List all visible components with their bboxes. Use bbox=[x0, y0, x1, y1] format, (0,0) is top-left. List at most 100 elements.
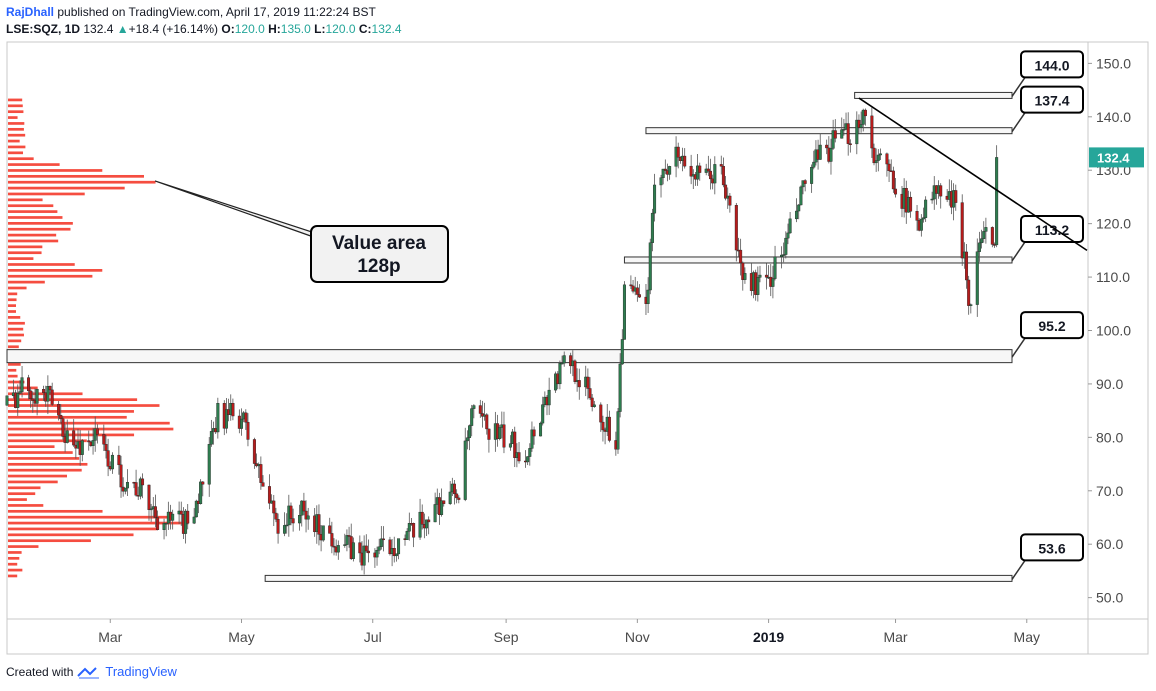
x-tick-label: Mar bbox=[98, 629, 122, 645]
publish-line: RajDhall published on TradingView.com, A… bbox=[6, 4, 402, 21]
candle-up bbox=[799, 186, 803, 206]
open-label: O: bbox=[221, 22, 235, 36]
candle-up bbox=[668, 166, 672, 175]
candle-up bbox=[930, 198, 934, 201]
y-tick-label: 110.0 bbox=[1096, 269, 1130, 285]
ohlc-line: LSE:SQZ, 1D 132.4 ▲+18.4 (+16.14%) O:120… bbox=[6, 21, 402, 38]
candle-down bbox=[887, 163, 891, 172]
level-callout-box bbox=[1020, 85, 1084, 114]
candle-down bbox=[119, 464, 123, 488]
level-callout-box bbox=[1020, 214, 1084, 243]
volume-profile-bar bbox=[8, 139, 20, 143]
candle-down bbox=[870, 115, 874, 149]
candle-up bbox=[216, 403, 220, 433]
volume-profile-bar bbox=[8, 216, 63, 219]
volume-profile-bar bbox=[8, 421, 170, 425]
candle-down bbox=[939, 185, 943, 197]
callout-pointer bbox=[1011, 112, 1026, 133]
candle-up bbox=[336, 545, 340, 553]
candle-down bbox=[689, 165, 693, 177]
volume-profile-bar bbox=[8, 274, 93, 278]
volume-profile-bar bbox=[8, 127, 24, 131]
x-tick-label: Mar bbox=[883, 629, 907, 645]
level-callout-box bbox=[1020, 533, 1084, 562]
candle-down bbox=[683, 155, 687, 167]
candle-down bbox=[990, 227, 994, 245]
created-with-label: Created with bbox=[6, 664, 74, 679]
candle-up bbox=[433, 504, 437, 523]
volume-profile-bar bbox=[8, 327, 24, 331]
volume-profile-bar bbox=[8, 151, 24, 155]
candle-up bbox=[199, 481, 203, 505]
volume-profile-bar bbox=[8, 551, 22, 554]
candle-down bbox=[153, 506, 157, 518]
tradingview-brand[interactable]: TradingView bbox=[105, 664, 177, 679]
last-price-badge bbox=[1089, 147, 1144, 168]
candle-up bbox=[622, 284, 626, 340]
candle-up bbox=[343, 544, 347, 546]
volume-profile-bar bbox=[8, 316, 21, 319]
candle-down bbox=[201, 481, 205, 485]
volume-profile-bar bbox=[8, 410, 134, 413]
volume-profile-bar bbox=[8, 492, 36, 496]
candle-down bbox=[442, 500, 446, 504]
value-area-callout-box bbox=[310, 225, 449, 283]
candle-up bbox=[472, 405, 476, 409]
candle-down bbox=[532, 429, 536, 437]
candle-down bbox=[728, 195, 732, 206]
volume-profile-bar bbox=[8, 462, 88, 466]
candle-up bbox=[541, 404, 545, 424]
candle-up bbox=[982, 231, 986, 239]
volume-profile-bar bbox=[8, 427, 174, 431]
candle-up bbox=[756, 277, 760, 295]
volume-profile-bar bbox=[8, 104, 23, 108]
candle-up bbox=[448, 491, 452, 504]
level-callout-label: 144.0 bbox=[1034, 57, 1069, 73]
volume-profile-bar bbox=[8, 474, 68, 478]
volume-profile-bar bbox=[8, 333, 24, 337]
candle-up bbox=[321, 525, 325, 541]
candle-down bbox=[289, 505, 293, 519]
candle-up bbox=[16, 393, 20, 408]
candle-up bbox=[375, 550, 379, 558]
volume-profile-bar bbox=[8, 321, 25, 325]
volume-profile-bar bbox=[8, 198, 43, 202]
candle-down bbox=[358, 542, 362, 554]
volume-profile-bar bbox=[8, 374, 18, 378]
volume-profile-bar bbox=[8, 122, 25, 125]
author-name[interactable]: RajDhall bbox=[6, 5, 55, 19]
candle-down bbox=[147, 484, 151, 510]
volume-profile-bar bbox=[8, 133, 26, 137]
candle-down bbox=[706, 168, 710, 172]
level-box bbox=[854, 91, 1013, 99]
candle-up bbox=[784, 237, 788, 255]
candle-down bbox=[87, 440, 91, 443]
candle-down bbox=[803, 180, 807, 184]
low-label: L: bbox=[314, 22, 326, 36]
volume-profile-bar bbox=[8, 533, 134, 537]
y-tick-label: 140.0 bbox=[1096, 109, 1131, 125]
candle-up bbox=[530, 429, 534, 449]
candlesticks bbox=[5, 107, 999, 575]
candle-up bbox=[743, 273, 747, 280]
annotation-pointer bbox=[154, 180, 323, 241]
candle-up bbox=[162, 523, 166, 530]
callout-pointer bbox=[1011, 241, 1026, 262]
candle-up bbox=[209, 431, 213, 445]
candle-down bbox=[965, 251, 969, 281]
volume-profile-bar bbox=[8, 245, 43, 249]
candle-down bbox=[629, 284, 633, 287]
candle-up bbox=[616, 411, 620, 450]
candle-down bbox=[513, 431, 517, 458]
candle-down bbox=[577, 380, 581, 388]
volume-profile-bar bbox=[8, 380, 25, 384]
volume-profile-bar bbox=[8, 263, 75, 266]
low-value: 120.0 bbox=[325, 22, 356, 36]
trendline bbox=[858, 97, 1088, 252]
volume-profile-bar bbox=[8, 457, 80, 460]
volume-profile-bar bbox=[8, 116, 18, 119]
candle-up bbox=[470, 408, 474, 426]
candle-down bbox=[719, 164, 723, 167]
volume-profile-bar bbox=[8, 298, 17, 302]
